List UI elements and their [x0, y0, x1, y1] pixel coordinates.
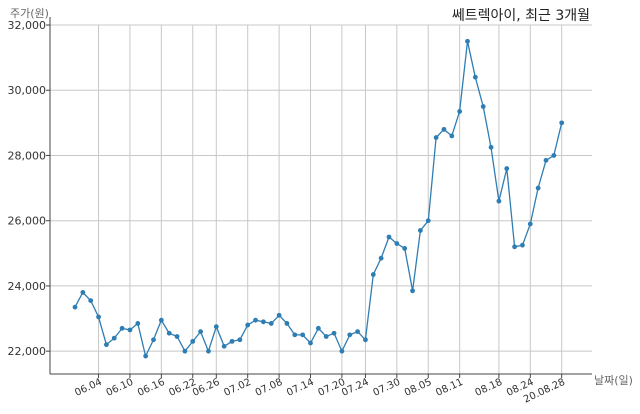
data-point: [104, 342, 109, 348]
data-point: [127, 327, 133, 333]
x-tick-label: 08.05: [403, 377, 434, 399]
x-axis-label: 날짜(일): [594, 373, 633, 387]
data-point: [284, 321, 290, 326]
data-point: [355, 329, 360, 334]
data-point: [221, 343, 227, 349]
data-point: [425, 218, 431, 224]
data-point: [276, 312, 282, 318]
data-point: [111, 335, 117, 341]
data-point: [449, 133, 455, 139]
data-point: [527, 221, 533, 227]
data-point: [347, 332, 353, 338]
data-point: [418, 228, 423, 233]
y-tick-label: 26,000: [8, 215, 47, 228]
data-point: [300, 332, 306, 338]
x-tick-label: 07.24: [340, 377, 371, 399]
data-point: [323, 334, 329, 339]
data-point: [378, 255, 384, 261]
data-point: [465, 38, 470, 44]
data-point: [551, 153, 557, 158]
data-point: [370, 272, 376, 277]
data-point: [119, 325, 125, 331]
tick-labels: 22,000 24,000 26,000 28,000 30,000 32,000 06.0…: [8, 19, 567, 406]
x-tick-label: 07.02: [222, 377, 253, 399]
data-point: [441, 126, 447, 132]
data-point: [245, 322, 251, 328]
y-tick-label: 24,000: [8, 280, 47, 293]
data-point: [229, 338, 235, 344]
data-point: [96, 314, 101, 320]
x-tick-label: 07.30: [372, 377, 403, 399]
data-point: [472, 74, 478, 80]
data-point: [488, 144, 494, 150]
data-point: [237, 337, 243, 343]
data-point: [410, 288, 415, 294]
x-tick-label: 08.11: [434, 377, 465, 399]
data-point: [80, 290, 86, 295]
data-point: [182, 348, 188, 354]
x-tick-label: 06.16: [136, 377, 167, 399]
price-series: [72, 38, 565, 359]
data-point: [339, 348, 345, 354]
data-point: [559, 120, 565, 126]
data-point: [253, 317, 258, 323]
data-point: [520, 242, 525, 248]
x-tick-label: 06.10: [105, 377, 136, 399]
axes: [46, 17, 592, 378]
data-point: [331, 330, 337, 336]
data-point: [268, 321, 274, 326]
data-point: [166, 330, 172, 336]
data-point: [433, 135, 439, 140]
data-point: [292, 332, 298, 338]
data-point: [386, 234, 392, 240]
data-point: [143, 353, 149, 359]
y-tick-label: 30,000: [8, 84, 47, 97]
x-tick-label: 08.18: [474, 377, 505, 399]
data-point: [72, 304, 78, 310]
data-point: [206, 348, 211, 354]
x-tick-label: 06.04: [73, 377, 104, 399]
data-point: [158, 317, 164, 323]
data-point: [261, 319, 266, 325]
data-point: [363, 337, 368, 343]
data-point: [135, 321, 141, 326]
data-point: [213, 324, 219, 330]
data-point: [198, 329, 204, 334]
data-point: [457, 109, 463, 114]
chart-title: 쎄트렉아이, 최근 3개월: [452, 8, 590, 24]
y-tick-label: 32,000: [8, 19, 47, 32]
y-tick-label: 22,000: [8, 345, 47, 358]
data-point: [480, 104, 486, 109]
x-tick-label: 07.14: [285, 377, 316, 399]
data-point: [308, 340, 313, 346]
y-tick-label: 28,000: [8, 149, 47, 162]
data-point: [535, 185, 541, 191]
x-tick-label: 06.26: [191, 377, 222, 399]
data-point: [151, 337, 156, 343]
data-point: [496, 198, 502, 204]
y-axis-label: 주가(원): [10, 7, 49, 20]
data-point: [512, 244, 517, 250]
data-point: [174, 334, 180, 339]
grid-lines: [50, 24, 592, 374]
data-point: [543, 157, 549, 163]
series-line: [74, 41, 563, 359]
data-point: [88, 298, 94, 304]
data-point: [402, 246, 408, 251]
data-point: [315, 325, 321, 331]
data-point: [190, 338, 196, 344]
data-point: [504, 166, 510, 171]
x-tick-label: 07.08: [254, 377, 285, 399]
data-point: [394, 241, 400, 246]
